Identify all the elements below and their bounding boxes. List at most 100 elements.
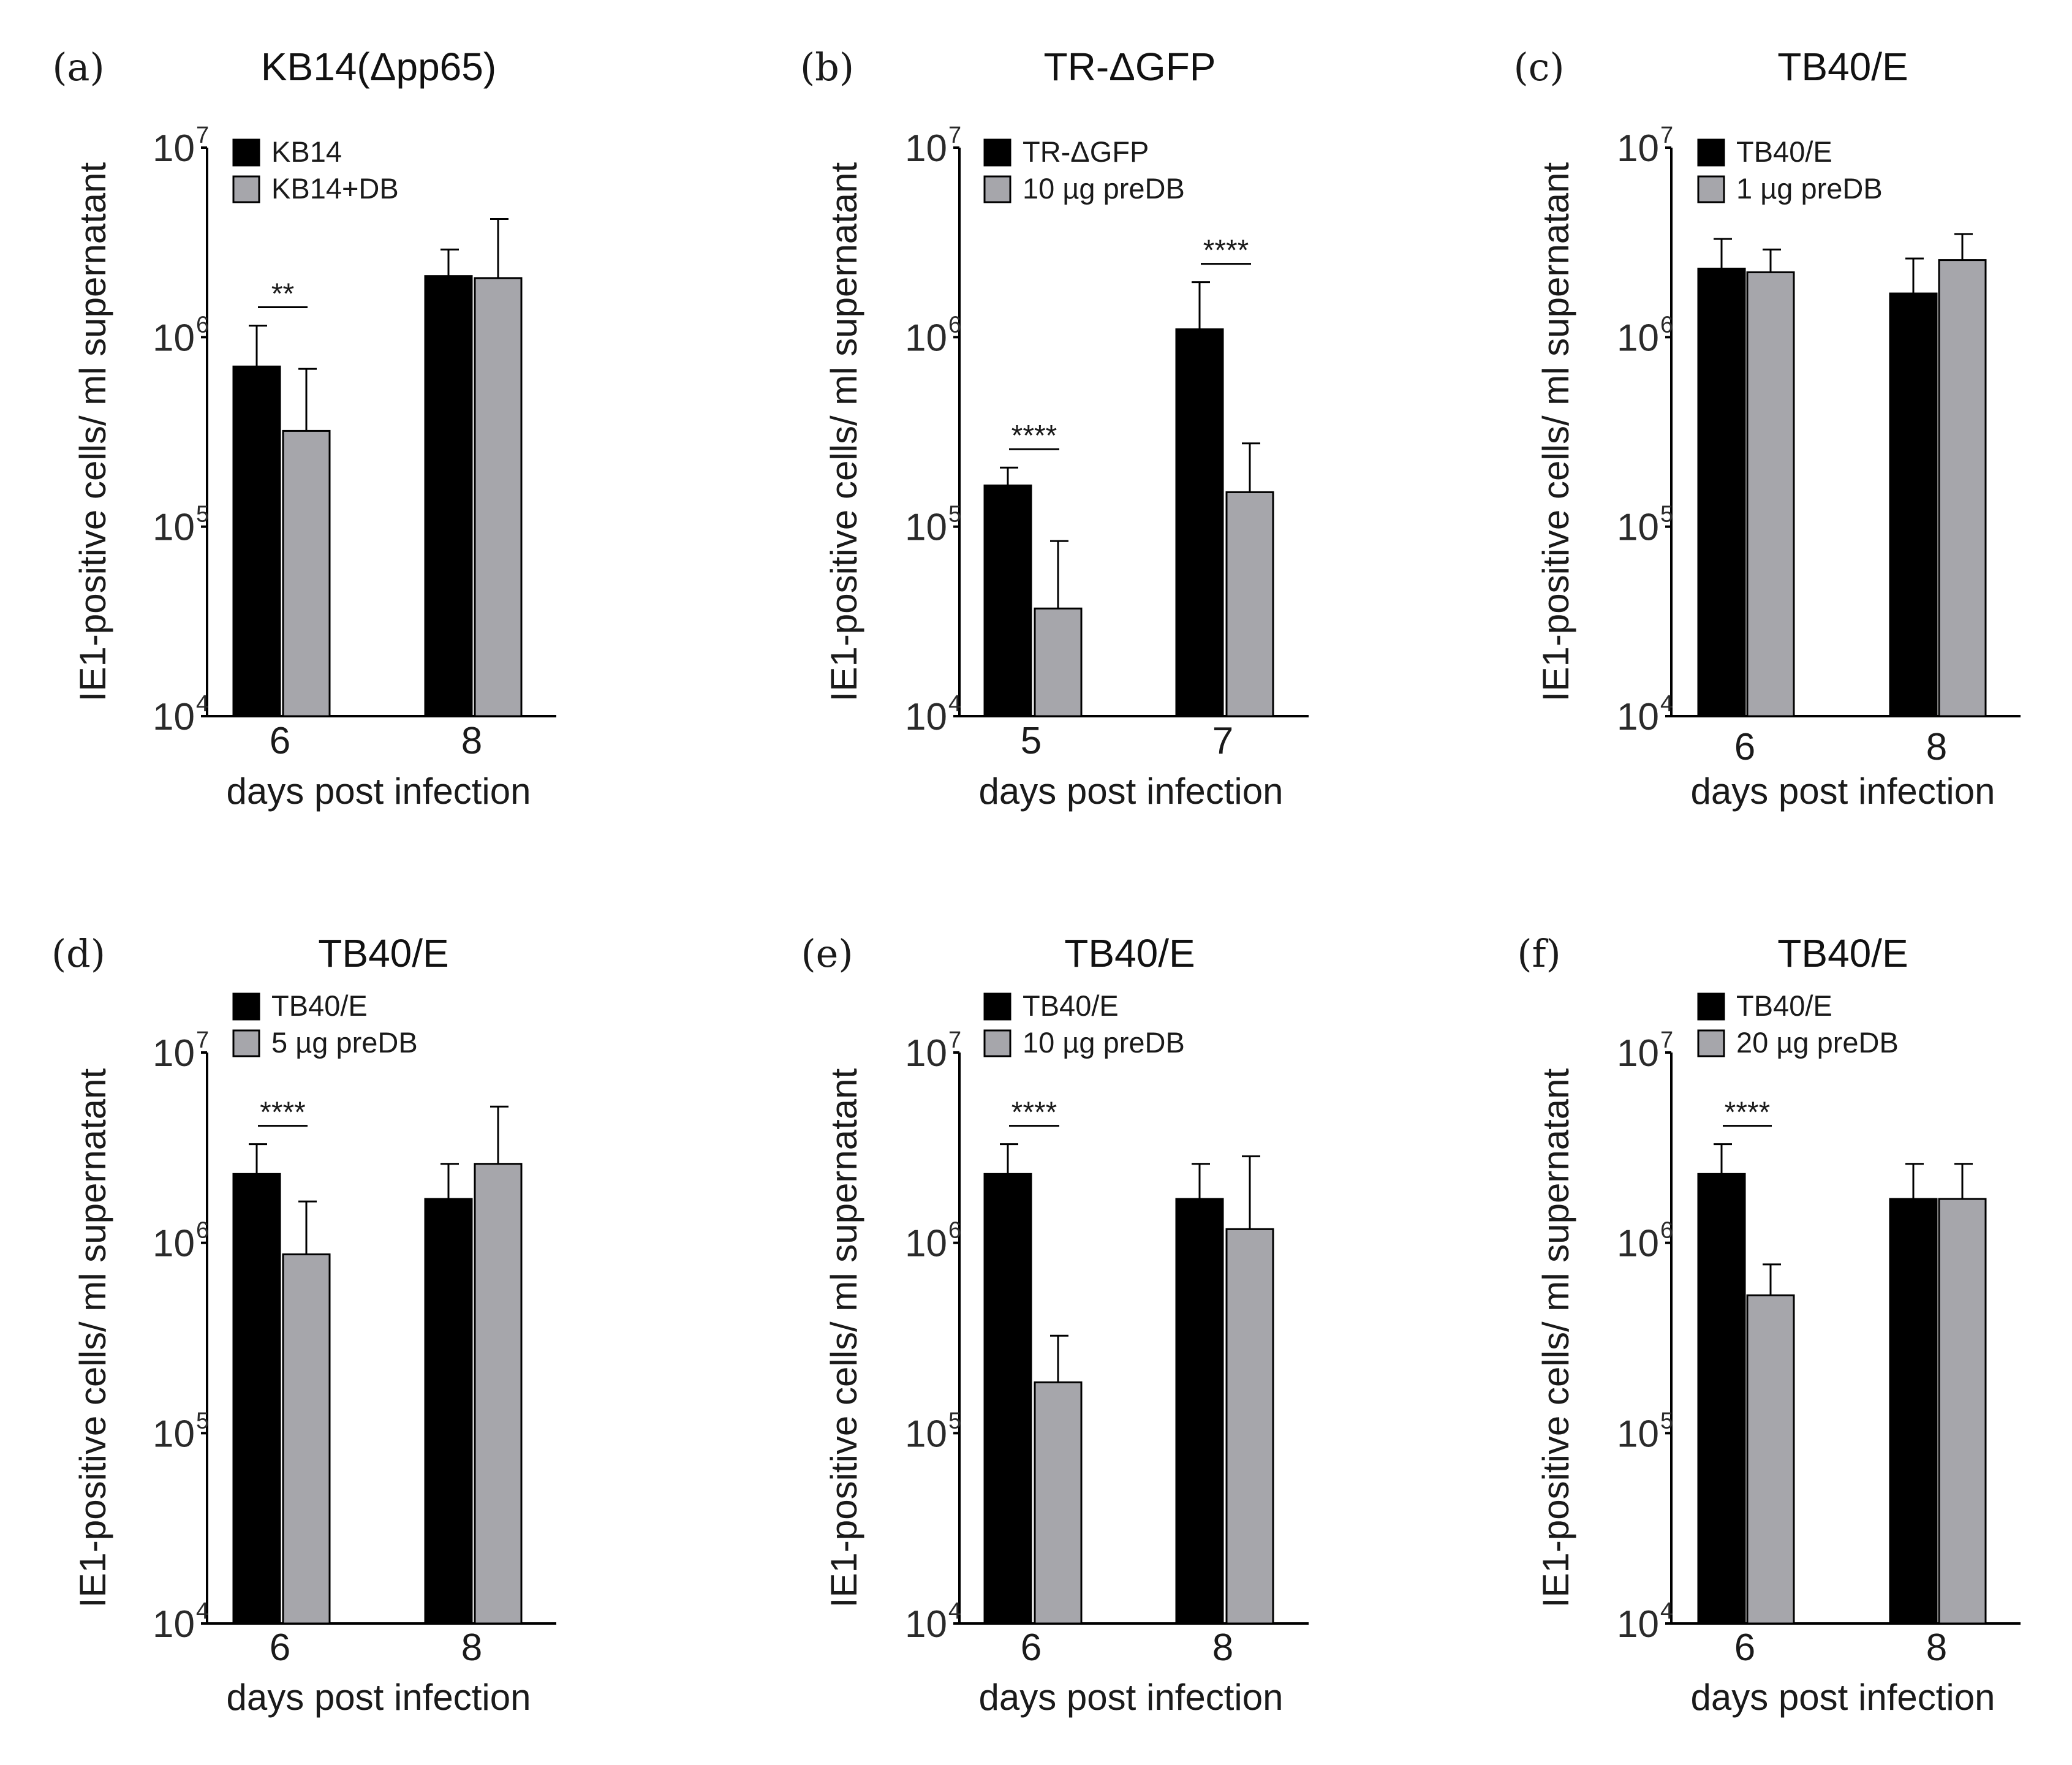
x-tick-label: 8 bbox=[1926, 726, 1947, 768]
y-tick-label: 10 bbox=[153, 317, 195, 359]
y-tick-exponent: 7 bbox=[196, 123, 209, 148]
y-tick-exponent: 6 bbox=[196, 1218, 209, 1244]
legend-label: TB40/E bbox=[1023, 989, 1119, 1022]
y-tick-label: 10 bbox=[1617, 1223, 1659, 1265]
y-tick-label: 10 bbox=[905, 507, 947, 549]
panel-letter: (f) bbox=[1517, 931, 1560, 976]
legend-label: 20 µg preDB bbox=[1736, 1026, 1899, 1059]
y-tick-exponent: 5 bbox=[948, 1408, 961, 1434]
bar-kb14-db-day-6 bbox=[282, 429, 331, 717]
panel-letter: (a) bbox=[52, 45, 104, 89]
bar-tb40-e-day-8 bbox=[1889, 292, 1938, 717]
panel-letter: (d) bbox=[51, 931, 105, 976]
y-tick-exponent: 6 bbox=[948, 312, 961, 338]
bar-kb14-db-day-8 bbox=[474, 277, 523, 717]
legend-label: TB40/E bbox=[1736, 135, 1832, 168]
y-tick-label: 10 bbox=[153, 507, 195, 549]
panel-letter: (b) bbox=[800, 45, 854, 89]
y-tick-exponent: 7 bbox=[196, 1027, 209, 1053]
y-tick-exponent: 6 bbox=[948, 1218, 961, 1244]
legend-swatch bbox=[1697, 175, 1725, 203]
legend-label: TB40/E bbox=[1736, 989, 1832, 1022]
legend-swatch bbox=[1697, 1029, 1725, 1057]
y-tick-label: 10 bbox=[1617, 127, 1659, 170]
x-tick-label: 8 bbox=[461, 1627, 482, 1669]
significance-label: **** bbox=[1011, 420, 1057, 452]
bar-10-g-predb-day-7 bbox=[1225, 491, 1274, 717]
bar-tr-gfp-day-5 bbox=[983, 484, 1032, 717]
y-tick-label: 10 bbox=[905, 1223, 947, 1265]
x-axis-title: days post infection bbox=[227, 771, 531, 812]
panel-title: TB40/E bbox=[318, 931, 448, 975]
panel-title: TR-ΔGFP bbox=[1044, 45, 1216, 89]
legend-label: 1 µg preDB bbox=[1736, 172, 1883, 205]
x-tick-label: 8 bbox=[461, 720, 482, 762]
legend-swatch bbox=[1697, 992, 1725, 1021]
bar-tb40-e-day-6 bbox=[232, 1173, 281, 1625]
y-tick-label: 10 bbox=[153, 1603, 195, 1646]
y-tick-exponent: 4 bbox=[1660, 691, 1673, 717]
y-axis-title: IE1-positive cells/ ml supernatant bbox=[1535, 162, 1576, 701]
panel-title: KB14(Δpp65) bbox=[261, 45, 496, 89]
y-tick-exponent: 4 bbox=[948, 691, 961, 717]
significance-label: **** bbox=[1725, 1097, 1771, 1129]
bar-1-g-predb-day-6 bbox=[1746, 271, 1795, 717]
legend-swatch bbox=[232, 175, 260, 203]
y-tick-exponent: 6 bbox=[1660, 1218, 1673, 1244]
legend-label: TB40/E bbox=[271, 989, 368, 1022]
legend-swatch bbox=[983, 175, 1011, 203]
y-tick-label: 10 bbox=[1617, 507, 1659, 549]
y-axis-title: IE1-positive cells/ ml supernatant bbox=[823, 1068, 864, 1608]
bar-tb40-e-day-6 bbox=[1697, 267, 1746, 717]
x-tick-label: 8 bbox=[1212, 1627, 1233, 1669]
legend-swatch bbox=[983, 1029, 1011, 1057]
y-tick-label: 10 bbox=[905, 317, 947, 359]
y-tick-label: 10 bbox=[1617, 1603, 1659, 1646]
y-tick-exponent: 5 bbox=[196, 1408, 209, 1434]
significance-label: **** bbox=[260, 1097, 306, 1129]
bar-tb40-e-day-8 bbox=[1889, 1198, 1938, 1625]
y-tick-exponent: 4 bbox=[196, 691, 209, 717]
y-tick-exponent: 4 bbox=[948, 1598, 961, 1624]
x-tick-label: 6 bbox=[1021, 1627, 1042, 1669]
y-tick-exponent: 5 bbox=[1660, 502, 1673, 527]
y-tick-exponent: 7 bbox=[1660, 123, 1673, 148]
y-tick-label: 10 bbox=[905, 1603, 947, 1646]
legend-swatch bbox=[983, 138, 1011, 167]
y-axis-title: IE1-positive cells/ ml supernatant bbox=[823, 162, 864, 701]
legend-swatch bbox=[232, 1029, 260, 1057]
x-axis-title: days post infection bbox=[1691, 1677, 1995, 1718]
bar-20-g-predb-day-6 bbox=[1746, 1294, 1795, 1625]
y-tick-label: 10 bbox=[153, 1032, 195, 1075]
y-tick-exponent: 5 bbox=[1660, 1408, 1673, 1434]
x-tick-label: 7 bbox=[1212, 720, 1233, 762]
significance-label: **** bbox=[1011, 1097, 1057, 1129]
x-tick-label: 6 bbox=[270, 1627, 290, 1669]
y-axis-title: IE1-positive cells/ ml supernatant bbox=[72, 1068, 113, 1608]
bar-tb40-e-day-8 bbox=[1175, 1198, 1224, 1625]
legend-label: KB14+DB bbox=[271, 172, 399, 205]
significance-label: **** bbox=[1203, 235, 1249, 267]
panel-title: TB40/E bbox=[1777, 931, 1908, 975]
y-tick-exponent: 7 bbox=[948, 123, 961, 148]
x-axis-title: days post infection bbox=[1691, 771, 1995, 812]
legend-swatch bbox=[983, 992, 1011, 1021]
bar-1-g-predb-day-8 bbox=[1938, 259, 1987, 717]
bar-20-g-predb-day-8 bbox=[1938, 1198, 1987, 1625]
y-tick-exponent: 4 bbox=[196, 1598, 209, 1624]
y-tick-exponent: 6 bbox=[196, 312, 209, 338]
y-tick-exponent: 7 bbox=[948, 1027, 961, 1053]
bar-5-g-predb-day-6 bbox=[282, 1253, 331, 1625]
y-tick-exponent: 4 bbox=[1660, 1598, 1673, 1624]
bar-kb14-day-8 bbox=[424, 275, 473, 717]
x-axis-title: days post infection bbox=[227, 1677, 531, 1718]
x-tick-label: 5 bbox=[1021, 720, 1042, 762]
y-tick-exponent: 6 bbox=[1660, 312, 1673, 338]
bar-tr-gfp-day-7 bbox=[1175, 328, 1224, 717]
panel-title: TB40/E bbox=[1777, 45, 1908, 89]
y-tick-label: 10 bbox=[153, 696, 195, 738]
